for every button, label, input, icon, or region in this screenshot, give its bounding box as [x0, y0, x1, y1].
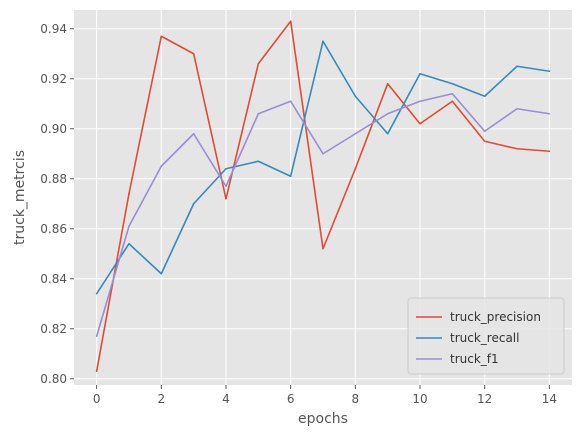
- x-tick-label: 2: [157, 392, 165, 406]
- data-point: [95, 370, 98, 373]
- data-point: [128, 242, 130, 245]
- y-tick-label: 0.94: [40, 22, 67, 36]
- legend-entry: truck_recall: [450, 331, 519, 345]
- data-point: [128, 192, 130, 195]
- data-point: [483, 130, 486, 133]
- x-tick-label: 8: [352, 392, 360, 406]
- x-tick-label: 0: [93, 392, 101, 406]
- y-tick-label: 0.82: [40, 322, 67, 336]
- data-point: [386, 82, 389, 85]
- data-point: [354, 132, 357, 135]
- data-point: [354, 95, 357, 98]
- data-point: [160, 272, 163, 275]
- data-point: [516, 107, 518, 110]
- data-point: [419, 72, 421, 75]
- x-tick-label: 14: [542, 392, 557, 406]
- data-point: [257, 112, 260, 115]
- data-point: [225, 185, 227, 188]
- data-point: [322, 40, 324, 43]
- data-point: [160, 35, 163, 38]
- data-point: [386, 132, 389, 135]
- data-point: [548, 150, 551, 153]
- y-tick-label: 0.84: [40, 272, 67, 286]
- y-tick-label: 0.80: [40, 372, 67, 386]
- legend: truck_precision truck_recall truck_f1: [407, 297, 565, 375]
- data-point: [451, 82, 454, 85]
- y-axis-ticks: 0.80 0.82 0.84 0.86 0.88 0.90 0.92 0.94: [40, 22, 74, 386]
- data-point: [192, 52, 195, 55]
- data-point: [419, 100, 421, 103]
- y-tick-label: 0.86: [40, 222, 67, 236]
- data-point: [95, 292, 98, 295]
- data-point: [451, 92, 454, 95]
- x-tick-label: 10: [412, 392, 427, 406]
- data-point: [483, 140, 486, 143]
- data-point: [225, 197, 227, 200]
- data-point: [483, 95, 486, 98]
- y-tick-label: 0.88: [40, 172, 67, 186]
- data-point: [451, 100, 454, 103]
- legend-box: [407, 297, 565, 375]
- data-point: [419, 122, 421, 125]
- data-point: [548, 112, 551, 115]
- data-point: [289, 20, 292, 23]
- legend-entry: truck_f1: [450, 352, 499, 366]
- data-point: [516, 147, 518, 150]
- data-point: [95, 335, 98, 338]
- data-point: [289, 100, 292, 103]
- data-point: [160, 165, 163, 168]
- y-tick-label: 0.90: [40, 122, 67, 136]
- x-axis-label: epochs: [298, 411, 348, 427]
- data-point: [548, 70, 551, 73]
- x-tick-label: 12: [477, 392, 492, 406]
- data-point: [289, 175, 292, 178]
- data-point: [386, 112, 389, 115]
- data-point: [257, 160, 260, 163]
- y-axis-label: truck_metrcis: [12, 150, 28, 245]
- data-point: [192, 202, 195, 205]
- data-point: [128, 225, 130, 228]
- data-point: [516, 65, 518, 68]
- data-point: [322, 247, 324, 250]
- data-point: [192, 132, 195, 135]
- x-tick-label: 6: [287, 392, 295, 406]
- data-point: [322, 152, 324, 155]
- series-lines: [95, 20, 551, 373]
- data-point: [354, 167, 357, 170]
- legend-entry: truck_precision: [450, 310, 541, 324]
- data-point: [257, 62, 260, 65]
- y-tick-label: 0.92: [40, 72, 67, 86]
- x-tick-label: 4: [222, 392, 230, 406]
- data-point: [225, 167, 227, 170]
- x-axis-ticks: 0 2 4 6 8 10 12 14: [93, 385, 557, 406]
